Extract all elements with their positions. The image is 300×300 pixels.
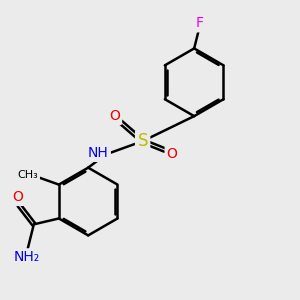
Text: CH₃: CH₃	[18, 170, 38, 180]
Text: F: F	[196, 16, 204, 30]
Text: NH₂: NH₂	[13, 250, 40, 264]
Text: O: O	[167, 147, 178, 161]
Text: NH: NH	[88, 146, 109, 160]
Text: S: S	[137, 132, 148, 150]
Text: O: O	[109, 109, 120, 123]
Text: O: O	[12, 190, 23, 204]
